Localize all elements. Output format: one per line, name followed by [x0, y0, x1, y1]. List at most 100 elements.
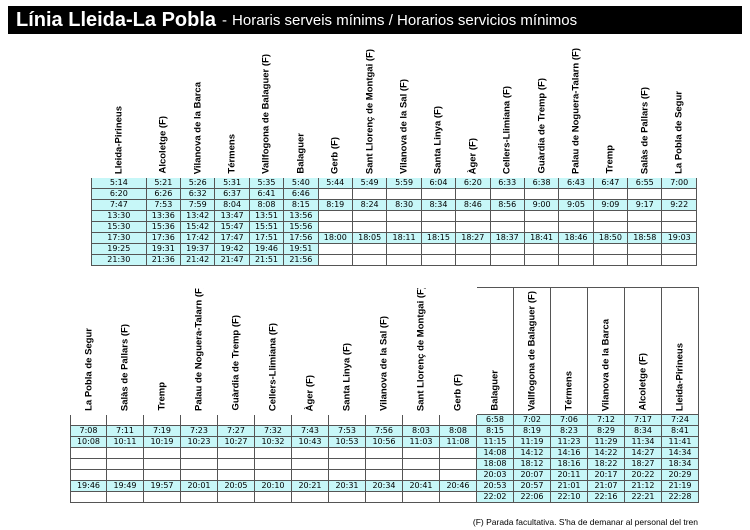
time-cell	[523, 243, 560, 255]
schedule-row: 14:08 14:12 14:16 14:22 14:27 14:34	[70, 447, 699, 459]
time-cell	[386, 188, 422, 200]
time-cell	[386, 210, 422, 222]
station-name: Balaguer	[489, 370, 501, 411]
time-cell	[254, 458, 292, 470]
time-cell	[351, 188, 388, 200]
station-name: Santa Linya (F)	[432, 105, 444, 174]
schedule-row: 6:58 7:02 7:06 7:12 7:17 7:24	[70, 414, 699, 426]
time-cell: 15:56	[283, 221, 319, 233]
station-name: Vilanova de la Barca	[192, 81, 204, 174]
time-cell: 7:27	[217, 425, 255, 437]
time-cell: 19:46	[248, 243, 285, 255]
time-cell: 20:31	[328, 480, 366, 492]
time-cell: 5:35	[248, 177, 285, 189]
time-cell	[489, 221, 525, 233]
time-cell: 6:04	[420, 177, 457, 189]
time-cell: 18:34	[661, 458, 699, 470]
time-cell: 21:47	[214, 254, 250, 266]
time-cell: 7:19	[143, 425, 181, 437]
station-header-sant-llorenc-de-montgai-f: Sant Llorenç de Montgai (F)	[352, 48, 386, 178]
time-cell: 13:56	[283, 210, 319, 222]
time-cell	[558, 188, 594, 200]
station-header-lleida-pirineus: Lleida-Pirineus	[92, 48, 147, 178]
station-header-vallfogona-de-balaguer-f: Vallfogona de Balaguer (F)	[513, 287, 551, 415]
time-cell: 10:53	[328, 436, 366, 448]
station-name: Palau de Noguera-Talarn (F)	[193, 287, 205, 412]
station-header-gerb-f: Gerb (F)	[440, 288, 477, 415]
time-cell: 7:32	[254, 425, 292, 437]
time-cell	[402, 447, 440, 459]
time-cell: 5:40	[283, 177, 319, 189]
time-cell	[328, 447, 366, 459]
station-name: Salàs de Pallars (F)	[639, 86, 651, 174]
time-cell: 11:34	[624, 436, 662, 448]
time-cell: 13:47	[214, 210, 250, 222]
time-cell: 6:37	[214, 188, 250, 200]
time-cell: 8:34	[420, 199, 457, 211]
time-cell	[328, 414, 366, 426]
time-cell	[455, 243, 491, 255]
schedule-row: 15:30 15:36 15:42 15:47 15:51 15:56	[91, 221, 697, 233]
station-header-la-pobla-de-segur: La Pobla de Segur	[662, 48, 697, 178]
time-cell	[592, 188, 629, 200]
station-header-santa-linya-f: Santa Linya (F)	[421, 48, 455, 178]
time-cell: 14:12	[513, 447, 551, 459]
time-cell: 10:32	[254, 436, 292, 448]
time-cell: 18:05	[351, 232, 388, 244]
time-cell	[627, 221, 663, 233]
time-cell: 8:24	[351, 199, 388, 211]
time-cell	[365, 458, 403, 470]
schedule-row: 20:03 20:07 20:11 20:17 20:22 20:29	[70, 469, 699, 481]
station-header-balaguer: Balaguer	[284, 48, 318, 178]
time-cell	[217, 414, 255, 426]
time-cell	[365, 414, 403, 426]
station-name: Gerb (F)	[329, 137, 341, 174]
time-cell	[217, 491, 255, 503]
time-cell: 21:42	[180, 254, 216, 266]
time-cell	[627, 188, 663, 200]
time-cell	[558, 254, 594, 266]
station-name: Balaguer	[295, 133, 307, 174]
station-header-santa-linya-f: Santa Linya (F)	[329, 288, 366, 415]
time-cell: 7:24	[661, 414, 699, 426]
time-cell: 20:01	[180, 480, 218, 492]
time-cell: 7:53	[145, 199, 182, 211]
time-cell	[291, 414, 329, 426]
time-cell: 7:00	[661, 177, 697, 189]
time-cell	[439, 447, 477, 459]
time-cell: 20:17	[587, 469, 625, 481]
time-cell: 7:11	[106, 425, 144, 437]
station-name: La Pobla de Segur	[673, 91, 685, 174]
time-cell: 7:23	[180, 425, 218, 437]
time-cell: 7:53	[328, 425, 366, 437]
time-cell: 6:43	[558, 177, 594, 189]
time-cell	[317, 254, 353, 266]
time-cell: 20:22	[624, 469, 662, 481]
time-cell: 5:59	[386, 177, 422, 189]
time-cell: 6:47	[592, 177, 629, 189]
time-cell: 14:16	[550, 447, 588, 459]
time-cell: 5:14	[91, 177, 147, 189]
schedule-row: 19:25 19:31 19:37 19:42 19:46 19:51	[91, 243, 697, 255]
time-cell	[523, 254, 560, 266]
time-cell: 13:30	[91, 210, 147, 222]
time-cell: 5:44	[317, 177, 353, 189]
time-cell	[328, 491, 366, 503]
time-cell: 10:11	[106, 436, 144, 448]
time-cell	[70, 447, 107, 459]
time-cell	[455, 221, 491, 233]
time-cell: 20:46	[439, 480, 477, 492]
time-cell: 18:15	[420, 232, 457, 244]
time-cell	[180, 458, 218, 470]
time-cell	[402, 458, 440, 470]
time-cell	[489, 243, 525, 255]
time-cell: 10:56	[365, 436, 403, 448]
station-name: Guàrdia de Tremp (F)	[230, 315, 242, 411]
station-header-ager-f: Àger (F)	[456, 48, 490, 178]
time-cell: 8:08	[248, 199, 285, 211]
time-cell	[106, 491, 144, 503]
schedule-row: 18:08 18:12 18:16 18:22 18:27 18:34	[70, 458, 699, 470]
schedule-row: 19:46 19:49 19:57 20:01 20:05 20:10 20:21 20:31…	[70, 480, 699, 492]
time-cell	[143, 491, 181, 503]
time-cell: 18:46	[558, 232, 594, 244]
